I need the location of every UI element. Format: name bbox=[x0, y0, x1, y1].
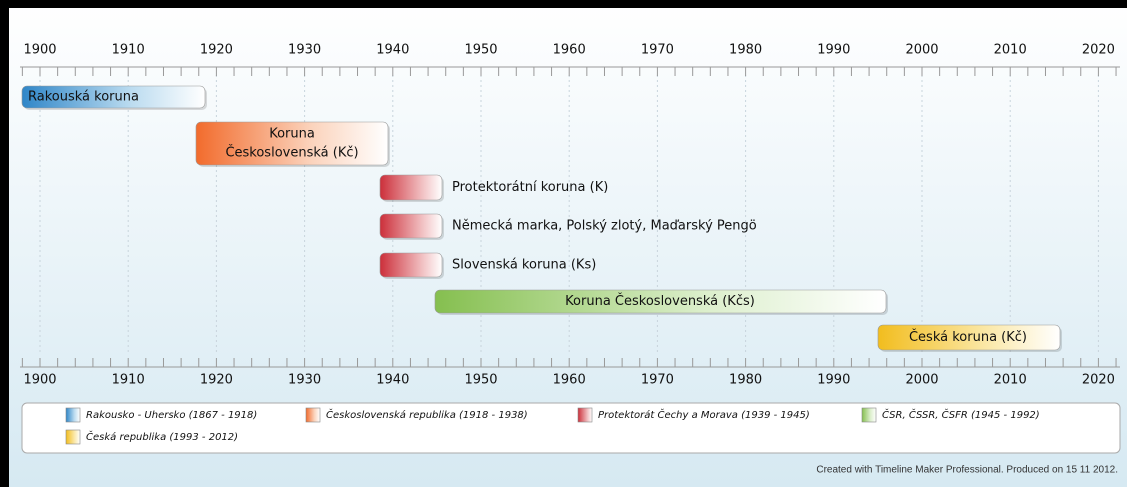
bar-label: Rakouská koruna bbox=[28, 90, 139, 105]
period-bar bbox=[379, 252, 443, 278]
bar-label: Německá marka, Polský zlotý, Maďarský Pe… bbox=[452, 219, 757, 234]
left-border bbox=[0, 0, 9, 487]
period-bar bbox=[877, 324, 1061, 351]
year-label: 2020 bbox=[1082, 373, 1115, 388]
legend-swatch bbox=[65, 429, 81, 445]
legend-label: Protektorát Čechy a Morava (1939 - 1945) bbox=[598, 408, 810, 421]
year-label: 1920 bbox=[200, 43, 233, 58]
year-label: 1980 bbox=[729, 373, 762, 388]
period-bar bbox=[379, 174, 443, 201]
legend-label: Československá republika (1918 - 1938) bbox=[326, 408, 528, 421]
year-label: 1950 bbox=[464, 373, 497, 388]
year-label: 2020 bbox=[1082, 43, 1115, 58]
year-label: 2000 bbox=[905, 43, 938, 58]
legend-box bbox=[21, 402, 1121, 454]
year-label: 1970 bbox=[641, 43, 674, 58]
year-label: 1910 bbox=[112, 373, 145, 388]
year-label: 2000 bbox=[905, 373, 938, 388]
legend-label: Rakousko - Uhersko (1867 - 1918) bbox=[86, 410, 257, 421]
period-bar bbox=[434, 289, 887, 314]
top-border bbox=[0, 0, 1127, 8]
year-label: 1960 bbox=[553, 43, 586, 58]
year-label: 1930 bbox=[288, 373, 321, 388]
year-label: 1920 bbox=[200, 373, 233, 388]
legend-label: Česká republika (1993 - 2012) bbox=[86, 430, 238, 443]
legend-label: ČSR, ČSSR, ČSFR (1945 - 1992) bbox=[882, 408, 1040, 421]
year-label: 1990 bbox=[817, 373, 850, 388]
legend-swatch bbox=[577, 407, 593, 423]
legend-swatch bbox=[861, 407, 877, 423]
bar-label: Slovenská koruna (Ks) bbox=[452, 258, 596, 273]
year-label: 1960 bbox=[553, 373, 586, 388]
year-label: 1910 bbox=[112, 43, 145, 58]
year-label: 1980 bbox=[729, 43, 762, 58]
year-label: 1930 bbox=[288, 43, 321, 58]
year-label: 1940 bbox=[376, 43, 409, 58]
bar-label: Československá (Kč) bbox=[225, 145, 358, 161]
period-bar bbox=[21, 85, 206, 109]
year-label: 2010 bbox=[994, 373, 1027, 388]
bar-label: Koruna Československá (Kčs) bbox=[565, 293, 755, 309]
year-label: 1970 bbox=[641, 373, 674, 388]
year-label: 1950 bbox=[464, 43, 497, 58]
year-label: 1900 bbox=[23, 43, 56, 58]
legend-swatch bbox=[305, 407, 321, 423]
year-label: 1900 bbox=[23, 373, 56, 388]
footer: Created with Timeline Maker Professional… bbox=[816, 465, 1118, 476]
bar-label: Česká koruna (Kč) bbox=[909, 329, 1027, 345]
bar-label: Koruna bbox=[269, 127, 315, 142]
year-label: 1990 bbox=[817, 43, 850, 58]
year-label: 1940 bbox=[376, 373, 409, 388]
legend-swatch bbox=[65, 407, 81, 423]
period-bar bbox=[379, 213, 443, 239]
period-bar bbox=[195, 121, 389, 166]
year-label: 2010 bbox=[994, 43, 1027, 58]
bar-label: Protektorátní koruna (K) bbox=[452, 180, 608, 195]
